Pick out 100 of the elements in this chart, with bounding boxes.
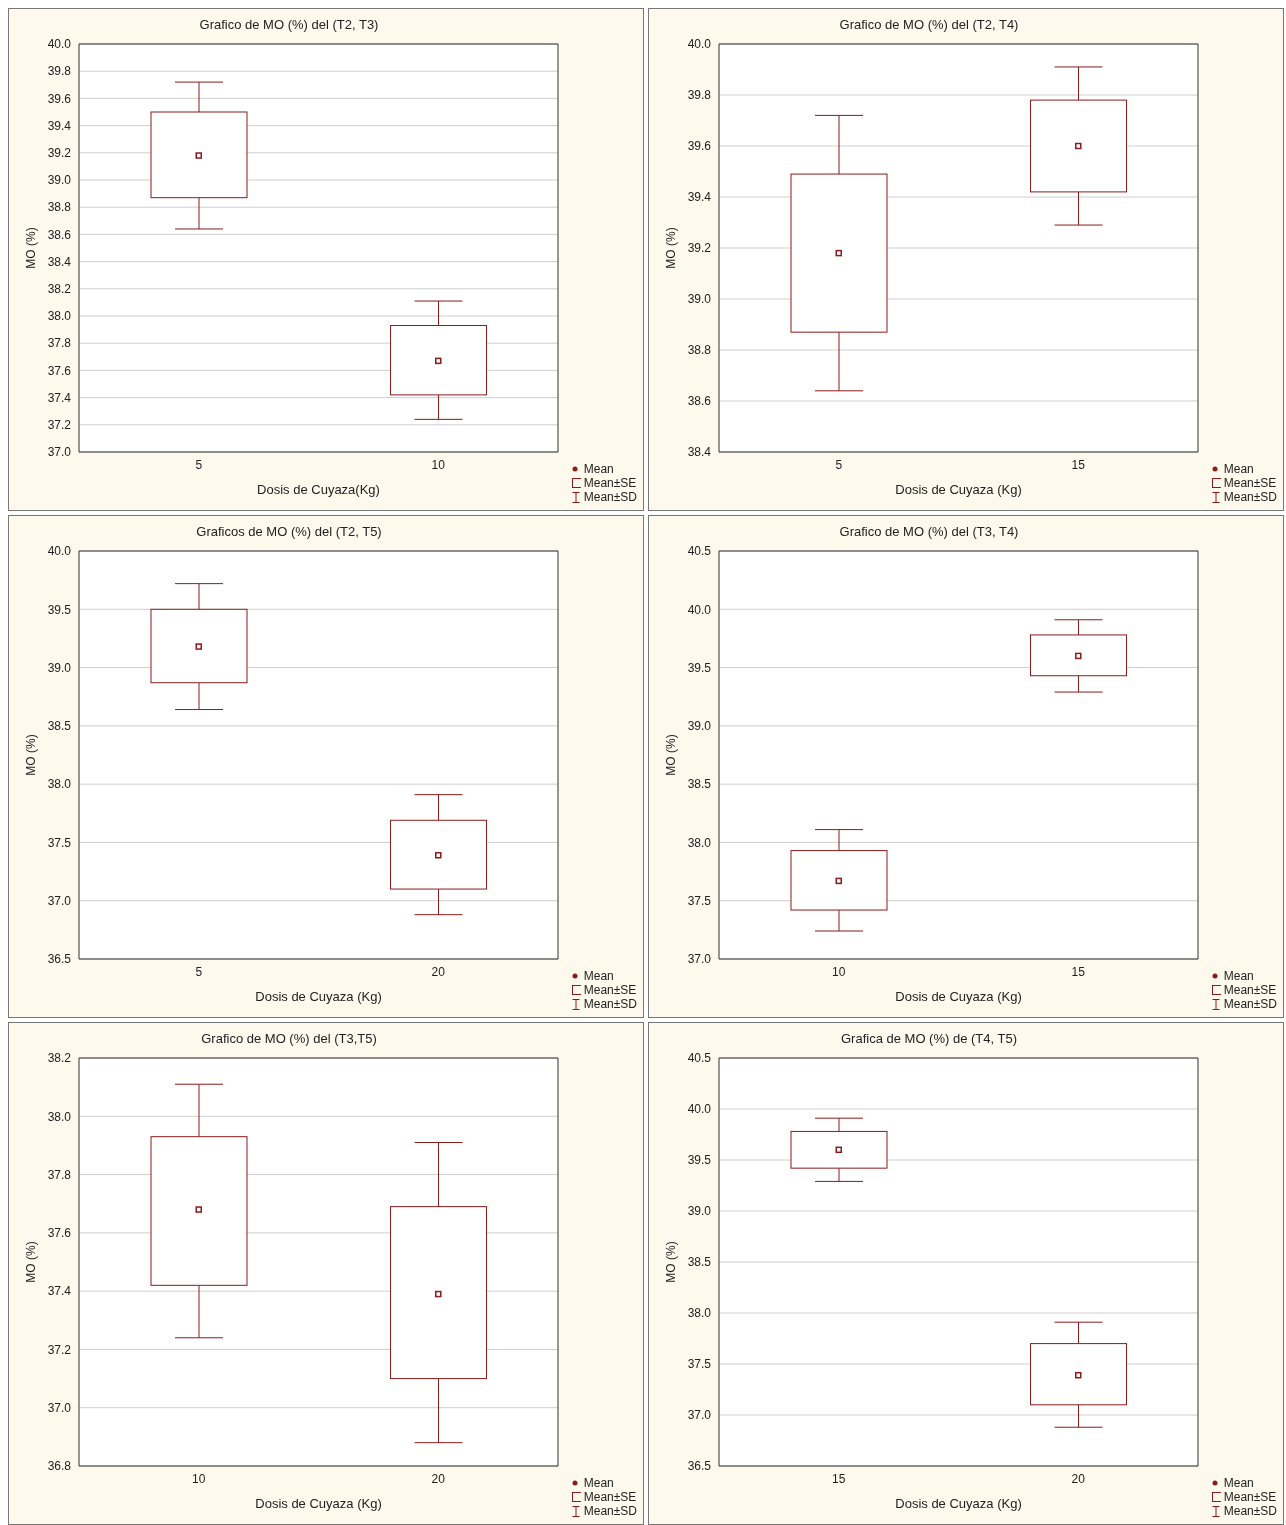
x-tick-label: 5 (195, 457, 203, 472)
x-tick-label: 5 (195, 964, 203, 979)
y-tick-label: 39.0 (687, 719, 712, 734)
x-tick-label: 15 (832, 1471, 846, 1486)
x-tick-label: 20 (1071, 1471, 1086, 1486)
y-tick-label: 39.6 (687, 139, 712, 154)
y-tick-label: 39.5 (47, 602, 72, 617)
x-axis-title: Dosis de Cuyaza (Kg) (895, 1496, 1022, 1511)
y-tick-label: 39.8 (47, 64, 72, 79)
text: Mean±SD (583, 997, 637, 1011)
x-tick-label: 5 (835, 457, 843, 472)
y-tick-label: 37.2 (47, 1342, 72, 1357)
y-tick-label: 37.0 (687, 1408, 712, 1423)
y-tick-label: 38.6 (687, 394, 712, 409)
y-tick-label: 38.2 (47, 1051, 72, 1066)
y-tick-label: 36.5 (47, 952, 72, 967)
x-tick-label: 10 (431, 457, 446, 472)
text: Mean (1223, 462, 1254, 476)
y-tick-label: 38.8 (687, 343, 712, 358)
y-tick-label: 37.8 (47, 336, 72, 351)
y-tick-label: 39.0 (687, 292, 712, 307)
text: Mean±SD (1223, 997, 1277, 1011)
text: Mean (1223, 1476, 1254, 1490)
y-tick-label: 37.8 (47, 1167, 72, 1182)
y-tick-label: 37.2 (47, 418, 72, 433)
text: Mean±SE (583, 476, 637, 490)
y-tick-label: 39.4 (47, 118, 72, 133)
text: Mean±SE (1223, 1490, 1277, 1504)
chart-title: Grafico de MO (%) del (T3, T4) (838, 524, 1020, 541)
y-tick-label: 38.0 (47, 777, 72, 792)
x-tick-label: 10 (832, 964, 846, 979)
x-axis-title: Dosis de Cuyaza (Kg) (255, 1496, 382, 1511)
chart-title: Graficos de MO (%) del (T2, T5) (195, 524, 383, 541)
x-tick-label: 20 (431, 1471, 446, 1486)
y-tick-label: 40.0 (687, 37, 712, 52)
text: Mean (583, 969, 614, 983)
y-axis-title: MO (%) (664, 734, 679, 776)
y-tick-label: 37.5 (687, 893, 712, 908)
y-tick-label: 39.5 (687, 660, 712, 675)
y-tick-label: 36.8 (47, 1459, 72, 1474)
y-tick-label: 37.4 (47, 1284, 72, 1299)
text: Mean±SD (583, 1504, 637, 1518)
y-tick-label: 37.5 (687, 1357, 712, 1372)
y-tick-label: 37.0 (687, 952, 712, 967)
y-tick-label: 39.0 (687, 1204, 712, 1219)
y-tick-label: 37.0 (47, 893, 72, 908)
y-axis-title: MO (%) (24, 227, 39, 269)
y-tick-label: 39.8 (687, 88, 712, 103)
text: Mean (1223, 969, 1254, 983)
y-tick-label: 38.4 (47, 254, 72, 269)
y-tick-label: 38.8 (47, 200, 72, 215)
y-tick-label: 40.0 (47, 37, 72, 52)
y-tick-label: 40.0 (687, 602, 712, 617)
y-tick-label: 40.5 (687, 544, 712, 559)
text: Mean (583, 1476, 614, 1490)
y-tick-label: 38.6 (47, 227, 72, 242)
y-tick-label: 38.5 (687, 777, 712, 792)
y-tick-label: 40.5 (687, 1051, 712, 1066)
y-tick-label: 39.5 (687, 1153, 712, 1168)
y-tick-label: 40.0 (47, 544, 72, 559)
x-tick-label: 15 (1071, 457, 1086, 472)
y-tick-label: 37.4 (47, 390, 72, 405)
y-tick-label: 39.2 (687, 241, 712, 256)
chart-title: Grafico de MO (%) del (T3,T5) (200, 1031, 378, 1048)
y-tick-label: 39.6 (47, 91, 72, 106)
x-tick-label: 15 (1071, 964, 1086, 979)
y-tick-label: 38.5 (687, 1255, 712, 1270)
y-tick-label: 40.0 (687, 1102, 712, 1117)
x-axis-title: Dosis de Cuyaza(Kg) (257, 482, 380, 497)
x-axis-title: Dosis de Cuyaza (Kg) (895, 989, 1022, 1004)
y-tick-label: 38.2 (47, 282, 72, 297)
y-axis-title: MO (%) (664, 227, 679, 269)
y-tick-label: 39.0 (47, 660, 72, 675)
x-tick-label: 10 (192, 1471, 206, 1486)
x-axis-title: Dosis de Cuyaza (Kg) (255, 989, 382, 1004)
text: Mean±SE (1223, 983, 1277, 997)
text: Mean±SD (1223, 490, 1277, 504)
y-tick-label: 37.5 (47, 835, 72, 850)
x-axis-title: Dosis de Cuyaza (Kg) (895, 482, 1022, 497)
y-tick-label: 37.6 (47, 363, 72, 378)
y-tick-label: 36.5 (687, 1459, 712, 1474)
chart-title: Grafico de MO (%) del (T2, T4) (838, 17, 1020, 34)
y-tick-label: 38.0 (47, 309, 72, 324)
y-tick-label: 39.2 (47, 146, 72, 161)
text: Mean (583, 462, 614, 476)
y-tick-label: 39.4 (687, 190, 712, 205)
y-tick-label: 37.0 (47, 445, 72, 460)
y-tick-label: 38.5 (47, 719, 72, 734)
chart-title: Grafica de MO (%) de (T4, T5) (840, 1031, 1018, 1048)
text: Mean±SE (583, 1490, 637, 1504)
y-axis-title: MO (%) (24, 734, 39, 776)
y-tick-label: 37.0 (47, 1400, 72, 1415)
text: Mean±SD (583, 490, 637, 504)
y-axis-title: MO (%) (664, 1241, 679, 1283)
text: Mean±SD (1223, 1504, 1277, 1518)
y-tick-label: 38.0 (47, 1109, 72, 1124)
y-tick-label: 39.0 (47, 173, 72, 188)
chart-title: Grafico de MO (%) del (T2, T3) (198, 17, 380, 34)
y-tick-label: 38.4 (687, 445, 712, 460)
text: Mean±SE (583, 983, 637, 997)
